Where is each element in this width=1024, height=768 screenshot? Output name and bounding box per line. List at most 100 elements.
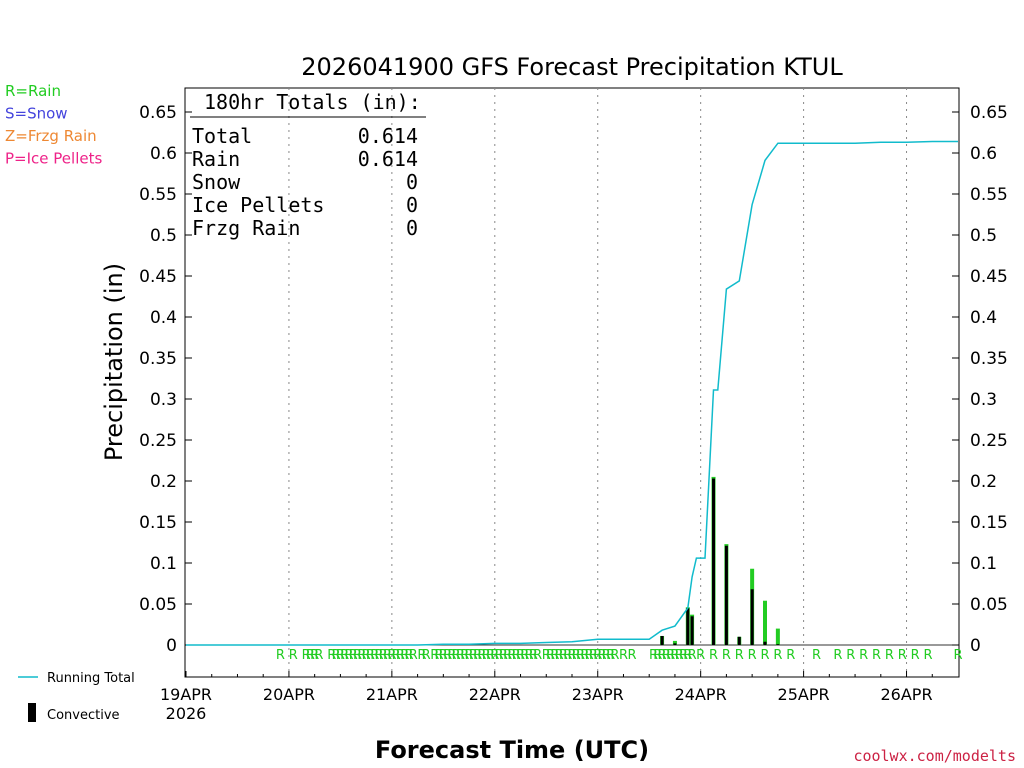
ptype-marker: R	[310, 648, 319, 663]
ptype-marker: R	[327, 648, 336, 663]
ptype-marker: R	[812, 648, 821, 663]
ptype-marker: R	[477, 648, 486, 663]
ptype-marker: R	[336, 648, 345, 663]
ptype-marker: R	[559, 648, 568, 663]
x-year-label: 2026	[166, 704, 207, 723]
ptype-marker: R	[760, 648, 769, 663]
ptype-marker: R	[456, 648, 465, 663]
y-tick-label-left: 0.15	[139, 513, 177, 533]
precip-bar	[763, 600, 767, 645]
ptype-marker: R	[773, 648, 782, 663]
y-tick-label-left: 0.25	[139, 431, 177, 451]
series-legend: Running Total Convective	[18, 671, 135, 723]
ptype-marker: R	[653, 648, 662, 663]
ptype-marker: R	[602, 648, 611, 663]
ptype-marker: R	[546, 648, 555, 663]
ptype-marker: R	[688, 648, 697, 663]
x-tick-label: 20APR	[263, 685, 315, 704]
totals-row-value: 0.614	[358, 124, 418, 148]
totals-header: 180hr Totals (in):	[204, 90, 421, 114]
ptype-legend-entry: S=Snow	[5, 105, 68, 123]
ptype-marker: R	[387, 648, 396, 663]
ptype-marker: R	[486, 648, 495, 663]
convective-bar	[686, 608, 690, 645]
ptype-marker: R	[404, 648, 413, 663]
ptype-marker: R	[846, 648, 855, 663]
ptype-marker: R	[525, 648, 534, 663]
convective-bar	[724, 545, 728, 645]
ptype-marker: R	[872, 648, 881, 663]
ptype-marker: R	[349, 648, 358, 663]
y-tick-label-right: 0.6	[970, 144, 997, 164]
y-tick-label-right: 0.65	[970, 103, 1008, 123]
x-tick-label: 19APR	[160, 685, 212, 704]
y-tick-label-right: 0.05	[970, 595, 1008, 615]
ptype-marker: R	[473, 648, 482, 663]
y-tick-label-right: 0	[970, 636, 981, 656]
totals-row-value: 0.614	[358, 147, 418, 171]
ptype-marker: R	[555, 648, 564, 663]
ptype-marker: R	[619, 648, 628, 663]
ptype-legend-entry: P=Ice Pellets	[5, 150, 102, 168]
totals-row-label: Rain	[192, 147, 240, 171]
plot-frame	[184, 87, 960, 678]
ptype-marker: R	[396, 648, 405, 663]
y-axis-ticks: 0.65 0.65 0.6 0.6 0.55 0.55 0.5 0.5 0.45 0.45 0.4 0…	[139, 103, 1008, 656]
ptype-marker: R	[495, 648, 504, 663]
totals-row-value: 0	[406, 193, 418, 217]
ptype-marker: R	[576, 648, 585, 663]
ptype-marker: R	[662, 648, 671, 663]
y-tick-label-left: 0.5	[150, 226, 177, 246]
y-tick-label-left: 0.3	[150, 390, 177, 410]
ptype-marker: R	[885, 648, 894, 663]
ptype-marker: R	[362, 648, 371, 663]
ptype-marker: R	[392, 648, 401, 663]
y-tick-label-left: 0.1	[150, 554, 177, 574]
ptype-marker: R	[658, 648, 667, 663]
ptype-marker: R	[735, 648, 744, 663]
ptype-marker: R	[833, 648, 842, 663]
ptype-marker: R	[465, 648, 474, 663]
convective-legend-label: Convective	[47, 708, 120, 723]
ptype-legend-entry: Z=Frzg Rain	[5, 127, 97, 145]
y-tick-label-right: 0.5	[970, 226, 997, 246]
x-tick-label: 25APR	[778, 685, 830, 704]
ptype-marker: R	[529, 648, 538, 663]
convective-bar	[750, 589, 754, 645]
x-tick-label: 22APR	[469, 685, 521, 704]
ptype-marker: R	[366, 648, 375, 663]
convective-legend-swatch	[28, 703, 36, 722]
ptype-marker: R	[628, 648, 637, 663]
convective-bar	[776, 644, 780, 645]
ptype-marker: R	[550, 648, 559, 663]
ptype-marker: R	[683, 648, 692, 663]
running-total-line	[186, 140, 958, 646]
y-tick-label-left: 0	[166, 636, 177, 656]
ptype-marker: R	[593, 648, 602, 663]
convective-bar	[660, 635, 664, 645]
x-tick-label: 21APR	[366, 685, 418, 704]
ptype-marker: R	[670, 648, 679, 663]
ptype-marker: R	[306, 648, 315, 663]
ptype-marker: R	[563, 648, 572, 663]
ptype-marker: R	[503, 648, 512, 663]
x-tick-label: 23APR	[572, 685, 624, 704]
ptype-marker: R	[666, 648, 675, 663]
ptype-marker: R	[507, 648, 516, 663]
y-tick-label-right: 0.2	[970, 472, 997, 492]
totals-row-label: Snow	[192, 170, 241, 194]
ptype-marker: R	[679, 648, 688, 663]
totals-row-value: 0	[406, 216, 418, 240]
ptype-marker: R	[435, 648, 444, 663]
y-tick-label-left: 0.35	[139, 349, 177, 369]
y-tick-label-left: 0.6	[150, 144, 177, 164]
y-tick-label-right: 0.45	[970, 267, 1008, 287]
y-tick-label-right: 0.1	[970, 554, 997, 574]
ptype-marker: R	[610, 648, 619, 663]
vertical-gridlines	[185, 88, 959, 677]
ptype-marker: R	[430, 648, 439, 663]
precip-bars	[660, 476, 780, 645]
ptype-marker: R	[289, 648, 298, 663]
ptype-marker: R	[340, 648, 349, 663]
ptype-marker: R	[585, 648, 594, 663]
